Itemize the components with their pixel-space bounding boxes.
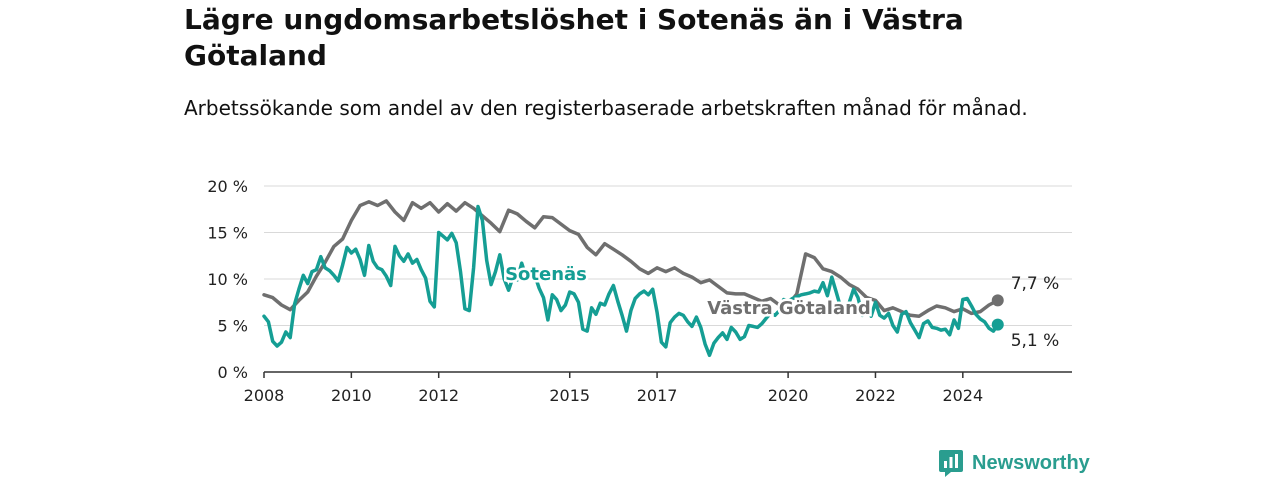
x-tick-label: 2012 [418, 386, 459, 405]
series-name-label-soten-s: Sotenäs [505, 264, 587, 285]
series-end-label-v-stra-g-taland: 7,7 % [1011, 274, 1060, 294]
brand-name: Newsworthy [972, 451, 1090, 474]
series-line-v-stra-g-taland [262, 199, 1000, 318]
series-end-marker-v-stra-g-taland [991, 294, 1004, 307]
chart-title: Lägre ungdomsarbetslöshet i Sotenäs än i… [184, 3, 964, 72]
y-tick-label: 15 % [207, 224, 248, 243]
x-tick-label: 2022 [855, 386, 896, 405]
x-tick-label: 2020 [768, 386, 809, 405]
chart-subtitle: Arbetssökande som andel av den registerb… [184, 96, 1028, 120]
x-tick-label: 2024 [942, 386, 983, 405]
x-tick-label: 2017 [637, 386, 678, 405]
line-chart: 0 % 5 % 10 % 15 % 20 % 2008 2010 2012 2015 2017 20… [207, 177, 1072, 405]
x-tick-label: 2015 [549, 386, 590, 405]
newsworthy-chart-logo-icon [939, 450, 963, 477]
y-tick-label: 0 % [218, 363, 248, 382]
series-line-soten-s [262, 204, 1000, 358]
series-end-label-soten-s: 5,1 % [1011, 331, 1060, 351]
series-name-label-v-stra-g-taland: Västra Götaland [707, 298, 871, 319]
x-tick-label: 2008 [244, 386, 285, 405]
brand-logo: Newsworthy [938, 449, 1090, 477]
x-tick-label: 2010 [331, 386, 372, 405]
y-tick-label: 5 % [218, 317, 248, 336]
series-end-marker-soten-s [991, 318, 1004, 331]
y-tick-label: 10 % [207, 270, 248, 289]
y-tick-label: 20 % [207, 177, 248, 196]
